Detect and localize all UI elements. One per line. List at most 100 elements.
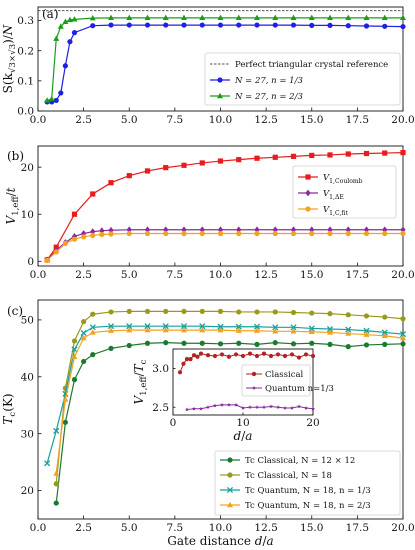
series-line [55, 342, 404, 504]
data-point [144, 22, 151, 28]
data-point [275, 352, 281, 357]
data-point [381, 329, 388, 336]
legend-label-part: V [323, 189, 330, 199]
x-marker-stroke [162, 323, 169, 330]
data-point [276, 405, 280, 409]
data-point [304, 405, 308, 410]
x-marker-stroke [144, 323, 151, 330]
y-axis-label-part: t [4, 187, 18, 192]
data-point [163, 22, 169, 28]
data-point [290, 22, 297, 28]
data-point [48, 95, 55, 102]
data-point [327, 22, 333, 28]
data-point [345, 330, 352, 336]
y-axis-label: S(k√3×√3)/N [1, 24, 18, 93]
y-axis-label-part: / [4, 191, 18, 196]
data-point [126, 173, 132, 179]
data-point [62, 63, 68, 69]
data-point [89, 324, 96, 331]
data-point [206, 405, 210, 409]
y-axis-label-part: S(k [1, 72, 15, 93]
inset-y-axis-label-part: 1,eff [139, 376, 149, 396]
series [44, 14, 406, 103]
series [53, 326, 406, 476]
data-point [272, 324, 279, 331]
data-point [108, 327, 114, 333]
data-point [248, 405, 252, 409]
data-point [181, 162, 187, 168]
y-axis-label: Tc(K) [1, 393, 18, 424]
data-point [44, 460, 51, 467]
x-axis-label-part: / [262, 534, 267, 548]
x-marker-stroke [381, 329, 388, 336]
x-tick-label: 5.0 [121, 269, 138, 281]
x-tick-label: 17.5 [346, 522, 369, 534]
data-point [199, 308, 205, 314]
data-point [290, 153, 297, 159]
legend-label: Tc Classical, N = 12 × 12 [245, 456, 355, 466]
y-tick-label: 20 [21, 162, 34, 174]
data-point [205, 353, 211, 358]
data-point [217, 230, 224, 237]
data-point [199, 323, 206, 330]
legend-swatch-marker [305, 189, 311, 197]
legend: Perfect triangular crystal reference N = … [204, 52, 401, 106]
x-marker-stroke [363, 327, 370, 334]
data-point [108, 22, 114, 28]
legend-label-part: V [323, 173, 330, 183]
y-axis-label-part: √3×√3 [8, 44, 18, 73]
x-marker-stroke [89, 324, 96, 331]
x-marker-stroke [326, 325, 334, 333]
data-point [345, 151, 351, 157]
x-tick-label: 10 [236, 417, 249, 429]
data-point [163, 230, 169, 237]
x-marker-stroke [44, 460, 51, 467]
y-axis-label-part: N [1, 24, 15, 36]
data-point [126, 14, 133, 21]
inset-x-axis-label-part: / [241, 429, 246, 443]
data-point [235, 323, 242, 330]
data-point [290, 324, 297, 331]
inset-x-axis-label: d/a [234, 429, 253, 443]
inset-legend: Classical Quantum n=1/3 [241, 364, 334, 397]
legend: Tc Classical, N = 12 × 12 Tc Classical, N… [214, 450, 401, 516]
x-tick-label: 2.5 [75, 522, 92, 534]
data-point [90, 228, 96, 236]
data-point [217, 14, 224, 21]
data-point [198, 351, 204, 356]
y-axis-label-part: V [4, 215, 18, 225]
legend-box [214, 450, 401, 516]
x-marker-stroke [126, 323, 133, 330]
legend-label: V1,ΔE [323, 189, 344, 201]
data-point [289, 352, 295, 357]
inset-y-axis-label: V1,eff/Tc [132, 359, 149, 404]
x-marker-stroke [199, 323, 206, 330]
x-tick-label: 17.5 [346, 114, 369, 126]
data-point [126, 22, 132, 28]
y-tick-label: 10 [21, 209, 34, 221]
data-point [71, 353, 78, 360]
data-point [44, 97, 51, 103]
data-point [217, 326, 224, 333]
data-point [290, 328, 297, 334]
legend-box [292, 165, 397, 219]
x-axis-label: Gate distance d/a [167, 534, 273, 548]
data-point [226, 354, 232, 359]
data-point [53, 249, 59, 255]
data-point [71, 236, 78, 242]
data-point [254, 230, 260, 237]
x-tick-label: 15.0 [300, 114, 323, 126]
data-point [192, 406, 196, 411]
data-point [89, 329, 96, 335]
data-point [254, 22, 260, 28]
legend-label: Classical [265, 370, 304, 380]
data-point [81, 319, 87, 325]
inset-y-axis-label-part: T [132, 363, 146, 372]
data-point [217, 341, 224, 347]
x-marker-stroke [226, 486, 234, 494]
x-tick-label: 0.0 [30, 522, 47, 534]
x-tick-label: 10.0 [209, 522, 232, 534]
data-point [71, 16, 78, 22]
